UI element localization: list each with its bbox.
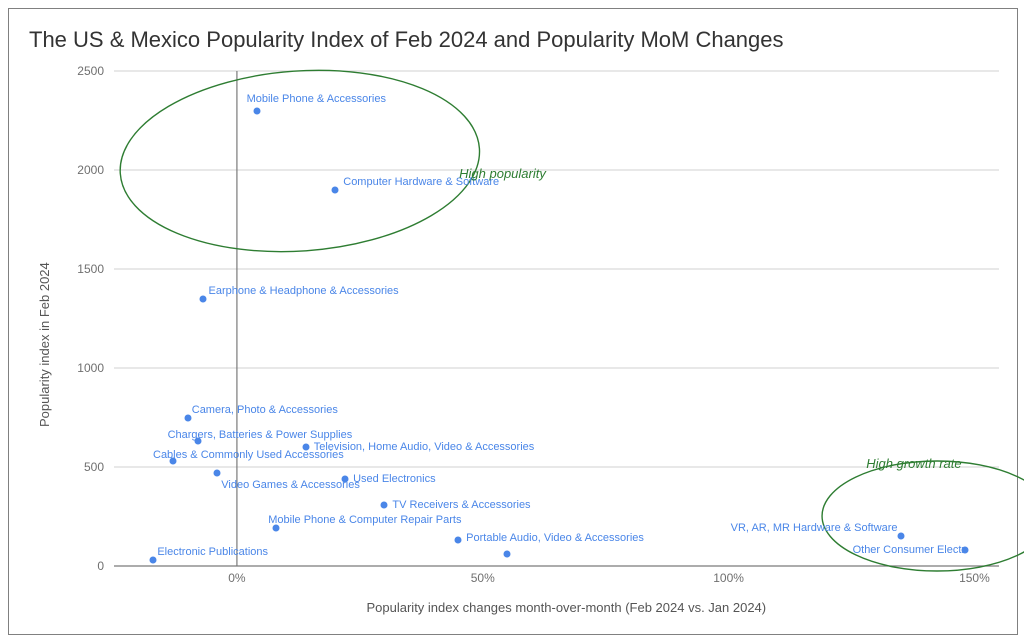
annotation-text: High popularity	[459, 166, 546, 181]
data-point-label: Chargers, Batteries & Power Supplies	[168, 429, 353, 441]
data-point	[332, 186, 339, 193]
data-point	[253, 107, 260, 114]
y-tick-label: 2000	[77, 163, 104, 177]
data-point-label: TV Receivers & Accessories	[392, 499, 530, 511]
data-point	[897, 533, 904, 540]
data-point-label: Portable Audio, Video & Accessories	[466, 532, 644, 544]
data-point	[455, 537, 462, 544]
data-point	[214, 469, 221, 476]
data-point-label: Cables & Commonly Used Accessories	[153, 449, 344, 461]
data-point-label: Video Games & Accessories	[221, 479, 360, 491]
data-point-label: Used Electronics	[353, 473, 436, 485]
y-tick-label: 2500	[77, 64, 104, 78]
annotation-ellipse	[114, 59, 486, 264]
data-point	[342, 475, 349, 482]
x-axis-label: Popularity index changes month-over-mont…	[367, 600, 767, 615]
data-point-label: Television, Home Audio, Video & Accessor…	[314, 441, 535, 453]
data-point	[504, 551, 511, 558]
y-axis-label: Popularity index in Feb 2024	[37, 263, 52, 428]
x-tick-label: 50%	[471, 571, 495, 585]
chart-title: The US & Mexico Popularity Index of Feb …	[29, 27, 784, 53]
data-point-label: Electronic Publications	[157, 546, 268, 558]
data-point-label: Mobile Phone & Computer Repair Parts	[268, 514, 461, 526]
data-point-label: Camera, Photo & Accessories	[192, 404, 338, 416]
annotation-text: High growth rate	[866, 456, 961, 471]
y-tick-label: 0	[97, 559, 104, 573]
data-point	[184, 414, 191, 421]
data-point	[381, 501, 388, 508]
data-point-label: Other Consumer Electr	[853, 544, 965, 556]
x-tick-label: 0%	[228, 571, 246, 585]
data-point-label: Earphone & Headphone & Accessories	[209, 285, 399, 297]
plot-area: 050010001500200025000%50%100%150% Mobile…	[114, 71, 999, 566]
data-point-label: Mobile Phone & Accessories	[247, 93, 386, 105]
grid-svg: 050010001500200025000%50%100%150%	[114, 71, 999, 566]
y-tick-label: 1500	[77, 262, 104, 276]
data-point	[150, 557, 157, 564]
y-tick-label: 1000	[77, 361, 104, 375]
chart-frame: The US & Mexico Popularity Index of Feb …	[8, 8, 1018, 635]
data-point-label: VR, AR, MR Hardware & Software	[731, 522, 898, 534]
x-tick-label: 150%	[959, 571, 990, 585]
y-tick-label: 500	[84, 460, 104, 474]
x-tick-label: 100%	[713, 571, 744, 585]
data-point	[199, 295, 206, 302]
